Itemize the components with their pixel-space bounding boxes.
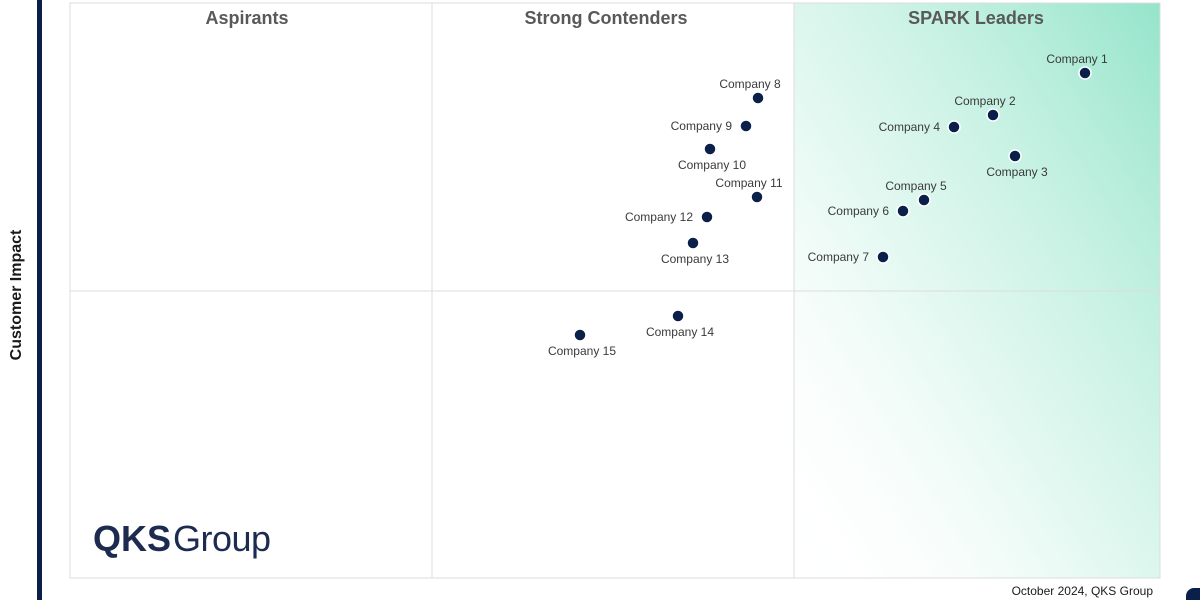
x-axis-arrow [1186,588,1200,600]
logo-qks: QKS [93,518,172,559]
data-point-label: Company 13 [661,252,729,266]
y-axis-bar [37,0,42,600]
footer-credit: October 2024, QKS Group [1011,584,1153,598]
quadrant-title-strong-contenders: Strong Contenders [524,8,688,28]
data-point-marker [573,328,587,342]
data-point-label: Company 9 [671,119,733,133]
data-point: Company 6 [828,204,910,218]
data-point-marker [1078,66,1092,80]
data-point-label: Company 2 [954,94,1016,108]
data-point-label: Company 12 [625,210,693,224]
data-point-marker [703,142,717,156]
data-point-label: Company 6 [828,204,890,218]
data-point-label: Company 14 [646,325,714,339]
data-point-marker [986,108,1000,122]
data-point: Company 2 [954,94,1016,122]
points-layer: Company 1 Company 2 Company 3 Company 4 Comp… [548,52,1108,358]
data-point-label: Company 3 [986,165,1048,179]
data-point-marker [896,204,910,218]
data-point: Company 4 [879,120,961,134]
data-point: Company 10 [678,142,746,172]
data-point-marker [750,190,764,204]
data-point: Company 14 [646,309,714,339]
data-point-marker [751,91,765,105]
quadrant-title-aspirants: Aspirants [205,8,289,28]
data-point-label: Company 10 [678,158,746,172]
data-point-label: Company 1 [1046,52,1108,66]
data-point-marker [947,120,961,134]
data-point-label: Company 7 [808,250,870,264]
data-point-marker [1008,149,1022,163]
data-point: Company 9 [671,119,753,133]
data-point: Company 7 [808,250,890,264]
data-point-marker [739,119,753,133]
data-point-label: Company 5 [885,179,947,193]
data-point: Company 15 [548,328,616,358]
quadrant-title-spark-leaders: SPARK Leaders [908,8,1044,28]
data-point-label: Company 4 [879,120,941,134]
data-point: Company 1 [1046,52,1108,80]
data-point-label: Company 11 [715,176,782,190]
data-point: Company 12 [625,210,714,224]
data-point-marker [686,236,700,250]
logo-group: Group [173,518,271,559]
data-point-label: Company 15 [548,344,616,358]
data-point: Company 3 [986,149,1048,179]
data-point: Company 8 [719,77,781,105]
data-point-label: Company 8 [719,77,781,91]
data-point: Company 13 [661,236,729,266]
data-point: Company 11 [715,176,783,204]
data-point-marker [700,210,714,224]
data-point: Company 5 [885,179,947,207]
data-point-marker [876,250,890,264]
qks-group-logo: QKSGroup [93,518,271,560]
data-point-marker [917,193,931,207]
data-point-marker [671,309,685,323]
